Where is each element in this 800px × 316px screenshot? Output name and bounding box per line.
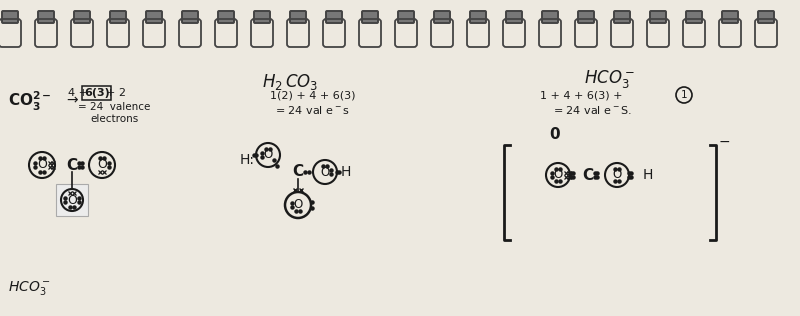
FancyBboxPatch shape bbox=[146, 11, 162, 23]
Text: 1: 1 bbox=[681, 90, 687, 100]
Text: H:: H: bbox=[240, 153, 255, 167]
Text: O: O bbox=[37, 159, 47, 172]
FancyBboxPatch shape bbox=[74, 11, 90, 23]
Text: H: H bbox=[341, 165, 351, 179]
FancyBboxPatch shape bbox=[578, 11, 594, 23]
Text: C: C bbox=[582, 167, 594, 183]
Text: O: O bbox=[294, 198, 302, 211]
FancyBboxPatch shape bbox=[182, 11, 198, 23]
FancyBboxPatch shape bbox=[722, 11, 738, 23]
FancyBboxPatch shape bbox=[650, 11, 666, 23]
Text: C: C bbox=[66, 157, 78, 173]
Text: O: O bbox=[97, 159, 107, 172]
FancyBboxPatch shape bbox=[38, 11, 54, 23]
Text: $-$: $-$ bbox=[718, 134, 730, 148]
Text: O: O bbox=[263, 149, 273, 161]
Text: O: O bbox=[320, 166, 330, 179]
FancyBboxPatch shape bbox=[614, 11, 630, 23]
FancyBboxPatch shape bbox=[56, 184, 88, 216]
Text: 4 +: 4 + bbox=[68, 88, 91, 98]
FancyBboxPatch shape bbox=[398, 11, 414, 23]
FancyBboxPatch shape bbox=[362, 11, 378, 23]
FancyBboxPatch shape bbox=[110, 11, 126, 23]
FancyBboxPatch shape bbox=[434, 11, 450, 23]
Text: 1 + 4 + 6(3) +: 1 + 4 + 6(3) + bbox=[540, 90, 622, 100]
FancyBboxPatch shape bbox=[290, 11, 306, 23]
Text: = 24 val e$^-$S.: = 24 val e$^-$S. bbox=[553, 104, 632, 116]
Text: = 24 val e$^-$s: = 24 val e$^-$s bbox=[275, 104, 350, 116]
Text: 0: 0 bbox=[550, 127, 560, 142]
Text: O: O bbox=[67, 193, 77, 206]
Text: electrons: electrons bbox=[90, 114, 138, 124]
FancyBboxPatch shape bbox=[218, 11, 234, 23]
FancyBboxPatch shape bbox=[2, 11, 18, 23]
Text: $HCO_3^-$: $HCO_3^-$ bbox=[584, 68, 636, 90]
Text: $\mathbf{CO_3^{2-}}$: $\mathbf{CO_3^{2-}}$ bbox=[8, 90, 52, 113]
FancyBboxPatch shape bbox=[542, 11, 558, 23]
Text: $\rightarrow$: $\rightarrow$ bbox=[64, 92, 80, 106]
Text: 1(2) + 4 + 6(3): 1(2) + 4 + 6(3) bbox=[270, 90, 355, 100]
Text: $HCO_3^-$: $HCO_3^-$ bbox=[8, 279, 51, 297]
Text: C: C bbox=[293, 165, 303, 179]
Text: = 24  valence: = 24 valence bbox=[78, 102, 150, 112]
FancyBboxPatch shape bbox=[470, 11, 486, 23]
FancyBboxPatch shape bbox=[326, 11, 342, 23]
FancyBboxPatch shape bbox=[758, 11, 774, 23]
FancyBboxPatch shape bbox=[506, 11, 522, 23]
Text: 6(3): 6(3) bbox=[84, 88, 110, 98]
FancyBboxPatch shape bbox=[686, 11, 702, 23]
Text: O: O bbox=[612, 168, 622, 181]
Text: + 2: + 2 bbox=[106, 88, 126, 98]
Text: H: H bbox=[643, 168, 654, 182]
Text: O: O bbox=[554, 168, 562, 181]
Text: $H_2\,CO_3$: $H_2\,CO_3$ bbox=[262, 72, 318, 92]
FancyBboxPatch shape bbox=[254, 11, 270, 23]
